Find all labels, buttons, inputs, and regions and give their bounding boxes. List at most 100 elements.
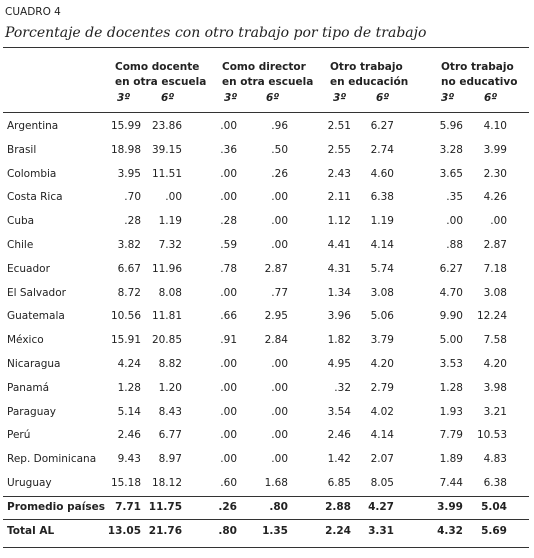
sub-header: 6º [376,92,390,104]
cell: 4.02 [370,405,394,418]
group-header: Como docente [115,61,200,73]
cell: 3.99 [437,501,463,513]
sub-header: 6º [484,92,498,104]
cell: 2.43 [327,167,351,180]
cell: 2.55 [327,143,351,156]
cell: 4.31 [327,262,351,275]
sub-header: 3º [224,92,238,104]
sub-header: 3º [333,92,347,104]
group-header: en otra escuela [222,76,314,88]
cell: 8.43 [158,405,182,418]
cell: 5.14 [117,405,141,418]
cell: 2.46 [117,429,141,442]
row-label: Ecuador [7,262,50,275]
cell: 10.53 [476,429,507,442]
cell: 23.86 [151,120,182,132]
row-label: Cuba [7,215,35,228]
cell: .60 [220,477,237,489]
cell: 21.76 [148,525,182,537]
summary-label: Total AL [7,525,55,537]
cell: 18.12 [151,477,182,489]
cell: 8.82 [158,358,182,370]
group-header: Otro trabajo [441,61,514,73]
cell: .88 [446,239,463,251]
cell: 2.79 [370,381,394,394]
cell: 3.82 [117,239,141,251]
rule [3,112,529,113]
cell: .00 [220,191,237,204]
cell: 4.95 [327,358,351,370]
cell: 2.30 [483,167,507,180]
group-header: no educativo [441,76,518,88]
cell: .28 [220,215,237,228]
cell: 4.10 [483,120,507,132]
cell: 4.41 [327,239,351,251]
cell: 7.71 [115,501,141,513]
cell: 9.90 [439,310,463,323]
cell: 4.27 [368,501,394,513]
cell: 2.88 [325,501,351,513]
cell: 2.95 [264,310,288,323]
cell: .59 [220,239,237,251]
cell: 5.74 [370,262,394,275]
row-label: Uruguay [7,477,52,489]
row-label: Perú [7,429,31,442]
cell: .66 [220,310,237,323]
cell: 7.32 [158,239,182,251]
cell: 7.79 [439,429,463,442]
cell: 2.74 [370,143,394,156]
cell: .00 [220,381,237,394]
cell: 1.19 [370,215,394,228]
cell: 4.14 [370,239,394,251]
cell: .80 [269,501,288,513]
cell: 1.89 [439,453,463,466]
sub-header: 6º [266,92,280,104]
cell: .00 [271,239,288,251]
cell: 3.31 [368,525,394,537]
cell: .28 [124,215,141,228]
cell: .00 [165,191,182,204]
cell: 1.12 [327,215,351,228]
row-label: México [7,334,44,347]
cell: .00 [271,405,288,418]
row-label: Colombia [7,167,57,180]
group-header: Como director [222,61,306,73]
cell: 10.56 [110,310,141,323]
cell: 4.24 [117,358,141,370]
cell: 12.24 [476,310,507,323]
cell: 3.99 [483,143,507,156]
cell: 15.99 [110,120,141,132]
cell: 4.14 [370,429,394,442]
row-label: Chile [7,239,34,251]
cell: 11.96 [151,262,182,275]
cell: .00 [220,358,237,370]
cell: 3.95 [117,167,141,180]
cell: 6.38 [483,477,507,489]
cell: .00 [220,429,237,442]
cell: 1.82 [327,334,351,347]
cell: 6.38 [370,191,394,204]
group-header: en otra escuela [115,76,207,88]
cell: .00 [271,429,288,442]
cell: .70 [124,191,141,204]
cell: 3.98 [483,381,507,394]
cell: 1.34 [327,286,351,299]
cell: 1.68 [264,477,288,489]
cell: .26 [271,167,288,180]
cell: 4.26 [483,191,507,204]
cell: 39.15 [151,143,182,156]
cell: 15.18 [110,477,141,489]
cell: 1.93 [439,405,463,418]
cell: 1.20 [158,381,182,394]
cell: .00 [490,215,507,228]
row-label: El Salvador [7,286,66,299]
cell: 8.08 [158,286,182,299]
row-label: Argentina [7,120,59,132]
cell: .00 [271,381,288,394]
cell: 2.84 [264,334,288,347]
cell: 4.60 [370,167,394,180]
group-header: Otro trabajo [330,61,403,73]
cell: 6.67 [117,262,141,275]
cell: .35 [446,191,463,204]
